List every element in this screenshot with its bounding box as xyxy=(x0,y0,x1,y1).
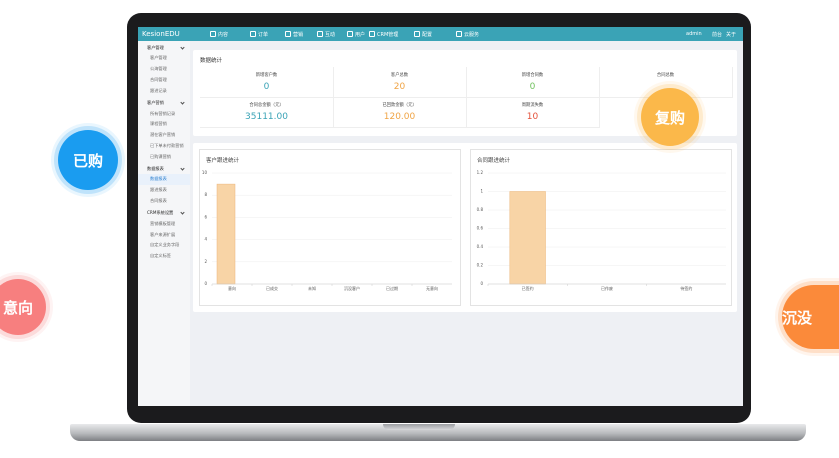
stat-label: 合同总金额（元） xyxy=(249,103,284,108)
stat-cell: 新增客户数 0 xyxy=(200,67,334,98)
nav-right[interactable]: 前台 xyxy=(712,32,723,38)
nav-item[interactable]: CRM管理 xyxy=(369,31,398,38)
x-tick-label: 沉没客户 xyxy=(344,285,360,291)
y-tick-label: 0.4 xyxy=(477,244,484,249)
y-tick-label: 0.2 xyxy=(477,263,484,268)
x-tick-label: 未知 xyxy=(308,285,316,291)
stat-label: 已回款金额（元） xyxy=(382,103,417,108)
x-tick-label: 已签约 xyxy=(522,285,534,291)
y-tick-label: 2 xyxy=(204,259,207,264)
y-tick-label: 6 xyxy=(204,214,207,219)
y-tick-label: 0 xyxy=(204,281,207,286)
bubble[interactable]: 复购 xyxy=(641,88,699,146)
menu-item[interactable]: 数据报表 xyxy=(138,174,190,185)
menu-item[interactable]: 自定义标签 xyxy=(150,253,171,259)
menu-item[interactable]: 客户管理 xyxy=(150,55,167,61)
nav-item[interactable]: 云服务 xyxy=(456,31,479,38)
menu-item[interactable]: 合同管理 xyxy=(150,76,167,82)
menu-item[interactable]: 潜在客户营销 xyxy=(150,132,176,138)
y-tick-label: 10 xyxy=(202,170,208,175)
menu-item[interactable]: 已购课营销 xyxy=(150,153,171,159)
y-tick-label: 0.6 xyxy=(477,226,484,231)
chart-panel: 客户跟进统计 xyxy=(199,149,461,306)
menu-item[interactable]: 营销模板管理 xyxy=(150,220,176,226)
y-tick-label: 0 xyxy=(480,281,483,286)
nav-item[interactable]: 用户 xyxy=(347,31,365,38)
x-tick-label: 已作废 xyxy=(601,285,613,291)
y-tick-label: 0.8 xyxy=(477,207,484,212)
bubble[interactable]: 沉没 xyxy=(782,285,839,349)
menu-item[interactable]: 自定义业务字段 xyxy=(150,242,180,248)
stats-title: 数据统计 xyxy=(200,58,223,64)
stat-value: 0 xyxy=(529,82,536,92)
menu-item[interactable]: 跟进记录 xyxy=(150,87,167,93)
nav-item[interactable]: 互动 xyxy=(317,31,335,38)
x-tick-label: 意向 xyxy=(228,285,236,291)
menu-item[interactable]: 所有营销记录 xyxy=(150,110,176,116)
menu-item[interactable]: 客户来源扩展 xyxy=(150,231,176,237)
stat-label: 客户总数 xyxy=(390,73,409,78)
menu-group[interactable]: 客户管理 xyxy=(138,41,190,53)
chart-title: 合同跟进统计 xyxy=(477,158,511,164)
nav-item[interactable]: 订单 xyxy=(250,31,268,38)
menu-item[interactable]: 跟进报表 xyxy=(150,187,167,193)
stat-cell: 周期流失数 10 xyxy=(466,97,600,128)
bubble[interactable]: 已购 xyxy=(58,130,118,190)
menu-group[interactable]: CRM系统设置 xyxy=(138,206,190,218)
y-tick-label: 8 xyxy=(204,192,207,197)
menu-item[interactable]: 合同报表 xyxy=(150,197,167,203)
x-tick-label: 已过期 xyxy=(386,285,398,291)
stat-label: 周期流失数 xyxy=(521,103,544,108)
stat-value: 20 xyxy=(393,82,406,92)
nav-item[interactable]: 营销 xyxy=(285,31,303,38)
menu-item[interactable]: 公海管理 xyxy=(150,66,167,72)
sidebar: 客户管理 客户管理 公海管理 合同管理 跟进记录 客户营销 所有营销记录 课程营销 潜在客户营销… xyxy=(138,41,190,406)
nav-item[interactable]: 内容 xyxy=(210,31,228,38)
bubble[interactable]: 意向 xyxy=(0,279,46,335)
bar xyxy=(509,191,546,285)
nav-item[interactable]: 配置 xyxy=(414,31,432,38)
y-tick-label: 1 xyxy=(480,189,483,194)
x-tick-label: 待签约 xyxy=(680,285,692,291)
nav-right[interactable]: admin xyxy=(686,31,702,37)
stat-value: 120.00 xyxy=(383,112,416,122)
stat-cell: 合同总金额（元） 35111.00 xyxy=(200,97,334,128)
stat-value: 0 xyxy=(263,82,270,92)
stat-label: 合同总数 xyxy=(656,73,675,78)
y-tick-label: 4 xyxy=(204,237,207,242)
x-tick-label: 已成交 xyxy=(266,285,278,291)
stat-cell: 客户总数 20 xyxy=(333,67,467,98)
stat-value: 10 xyxy=(526,112,539,122)
stat-label: 新增客户数 xyxy=(255,73,278,78)
menu-group[interactable]: 客户营销 xyxy=(138,96,190,108)
bar xyxy=(216,183,236,285)
laptop-notch xyxy=(383,424,455,430)
stat-cell: 新增合同数 0 xyxy=(466,67,600,98)
menu-item[interactable]: 已下单未付款营销 xyxy=(150,142,184,148)
chart-title: 客户跟进统计 xyxy=(206,158,240,164)
stat-cell: 已回款金额（元） 120.00 xyxy=(333,97,467,128)
nav-right[interactable]: 关于 xyxy=(726,32,737,38)
laptop-base xyxy=(70,424,806,441)
menu-item[interactable]: 课程营销 xyxy=(150,121,167,127)
x-tick-label: 无意向 xyxy=(426,285,438,291)
y-tick-label: 1.2 xyxy=(477,170,484,175)
brand: KesionEDU xyxy=(142,30,180,38)
stat-value: 35111.00 xyxy=(245,112,288,122)
stat-label: 新增合同数 xyxy=(521,73,544,78)
menu-group[interactable]: 数据报表 xyxy=(138,162,190,174)
top-nav: KesionEDU 内容 订单 营销 互动 用户 CRM管理 配置 云服务 admin 前台 关于 xyxy=(138,27,743,41)
